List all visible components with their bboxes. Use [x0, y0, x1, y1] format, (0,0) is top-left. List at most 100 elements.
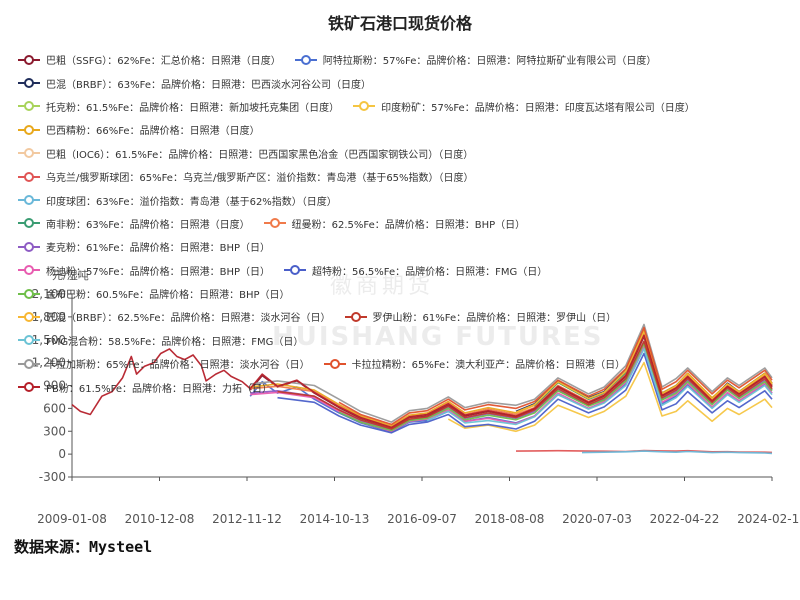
legend-item[interactable]: 罗伊山粉：61%Fe：品牌价格：日照港：罗伊山（日）	[344, 309, 616, 324]
legend-marker-icon	[18, 124, 40, 135]
legend-label: 卡拉加斯粉：65%Fe：品牌价格：日照港：淡水河谷（日）	[46, 360, 310, 372]
y-tick-label: 2,100	[32, 287, 66, 301]
y-tick-label: 1,800	[32, 310, 66, 324]
legend-item[interactable]: 金布巴粉：60.5%Fe：品牌价格：日照港：BHP（日）	[18, 286, 290, 301]
legend-row: 乌克兰/俄罗斯球团：65%Fe：乌克兰/俄罗斯产区：溢价指数：青岛港（基于65%…	[18, 165, 800, 188]
y-axis-label: 元/湿吨	[52, 269, 89, 282]
legend-item[interactable]: 乌克兰/俄罗斯球团：65%Fe：乌克兰/俄罗斯产区：溢价指数：青岛港（基于65%…	[18, 169, 474, 184]
y-tick-label: 900	[43, 379, 66, 393]
y-tick-label: 300	[43, 424, 66, 438]
legend-item[interactable]: 印度球团：63%Fe：溢价指数：青岛港（基于62%指数）（日度）	[18, 193, 337, 208]
legend-marker-icon	[18, 171, 40, 182]
data-source-note: 数据来源：Mysteel	[14, 538, 153, 556]
legend-label: 巴混（BRBF）：63%Fe：品牌价格：日照港：巴西淡水河谷公司（日度）	[46, 79, 372, 91]
legend-row: 南非粉：63%Fe：品牌价格：日照港（日度） 纽曼粉：62.5%Fe：品牌价格：日…	[18, 212, 800, 235]
series-line-20	[338, 326, 773, 426]
legend-item[interactable]: 巴西精粉：66%Fe：品牌价格：日照港（日度）	[18, 122, 260, 137]
legend-marker-icon	[18, 265, 40, 276]
legend-item[interactable]: 卡拉加斯粉：65%Fe：品牌价格：日照港：淡水河谷（日）	[18, 356, 310, 371]
x-tick-label: 2012-11-12	[212, 512, 282, 526]
series-line-17	[277, 340, 773, 430]
legend-item[interactable]: 巴粗（IOC6）：61.5%Fe：品牌价格：日照港：巴西国家黑色冶金（巴西国家钢…	[18, 146, 473, 161]
legend-marker-icon	[18, 54, 40, 65]
legend-row: 麦克粉：61%Fe：品牌价格：日照港：BHP（日）	[18, 235, 800, 258]
series-line-18	[426, 348, 773, 426]
legend-item[interactable]: PB粉：61.5%Fe：品牌价格：日照港：力拓（日）	[18, 380, 272, 395]
legend-row: FMG混合粉：58.5%Fe：品牌价格：日照港：FMG（日）	[18, 329, 800, 352]
legend-row: 卡拉加斯粉：65%Fe：品牌价格：日照港：淡水河谷（日） 卡拉拉精粉：65%Fe：…	[18, 352, 800, 375]
legend-label: 乌克兰/俄罗斯球团：65%Fe：乌克兰/俄罗斯产区：溢价指数：青岛港（基于65%…	[46, 173, 474, 185]
legend-item[interactable]: FMG混合粉：58.5%Fe：品牌价格：日照港：FMG（日）	[18, 333, 303, 348]
legend-row: 巴混（BRBF）：62.5%Fe：品牌价格：日照港：淡水河谷（日） 罗伊山粉：61…	[18, 305, 800, 328]
series-line-14	[277, 352, 773, 434]
legend-item[interactable]: 卡拉拉精粉：65%Fe：澳大利亚产：品牌价格：日照港（日）	[323, 356, 626, 372]
legend-label: 杨迪粉：57%Fe：品牌价格：日照港：BHP（日）	[46, 266, 270, 278]
x-tick-label: 2009-01-08	[37, 512, 107, 526]
x-tick-label: 2014-10-13	[300, 512, 370, 526]
legend-marker-icon	[18, 195, 40, 206]
legend-label: 超特粉：56.5%Fe：品牌价格：日照港：FMG（日）	[312, 266, 548, 278]
legend-label: 巴粗（SSFG）：62%Fe：汇总价格：日照港（日度）	[46, 56, 281, 68]
legend-row: 巴西精粉：66%Fe：品牌价格：日照港（日度）	[18, 118, 800, 141]
legend-item[interactable]: 杨迪粉：57%Fe：品牌价格：日照港：BHP（日）	[18, 263, 270, 278]
legend-marker-icon	[344, 311, 367, 322]
legend-label: 纽曼粉：62.5%Fe：品牌价格：日照港：BHP（日）	[291, 219, 526, 231]
legend-item[interactable]: 纽曼粉：62.5%Fe：品牌价格：日照港：BHP（日）	[263, 216, 526, 231]
legend-label: 金布巴粉：60.5%Fe：品牌价格：日照港：BHP（日）	[46, 290, 290, 302]
legend-marker-icon	[18, 288, 40, 299]
series-line-21	[71, 334, 773, 429]
legend-item[interactable]: 巴混（BRBF）：63%Fe：品牌价格：日照港：巴西淡水河谷公司（日度）	[18, 76, 371, 91]
legend-row: 托克粉：61.5%Fe：品牌价格：日照港：新加坡托克集团（日度） 印度粉矿：57%…	[18, 95, 800, 118]
legend-row: PB粉：61.5%Fe：品牌价格：日照港：力拓（日）	[18, 375, 800, 398]
y-tick-label: 0	[58, 447, 66, 461]
legend-marker-icon	[294, 54, 317, 65]
legend-marker-icon	[18, 148, 40, 159]
legend-item[interactable]: 托克粉：61.5%Fe：品牌价格：日照港：新加坡托克集团（日度）	[18, 99, 339, 114]
x-tick-label: 2010-12-08	[125, 512, 195, 526]
x-tick-label: 2024-02-15	[737, 512, 800, 526]
y-tick-label: 600	[43, 401, 66, 415]
legend-marker-icon	[18, 78, 40, 89]
legend-label: 托克粉：61.5%Fe：品牌价格：日照港：新加坡托克集团（日度）	[46, 102, 340, 114]
legend-label: 印度球团：63%Fe：溢价指数：青岛港（基于62%指数）（日度）	[46, 196, 337, 208]
legend-label: 巴混（BRBF）：62.5%Fe：品牌价格：日照港：淡水河谷（日）	[46, 313, 331, 325]
legend-marker-icon	[18, 358, 40, 369]
legend-marker-icon	[18, 218, 40, 229]
legend-label: 卡拉拉精粉：65%Fe：澳大利亚产：品牌价格：日照港（日）	[351, 360, 626, 372]
x-tick-label: 2022-04-22	[650, 512, 720, 526]
legend-marker-icon	[18, 311, 40, 322]
legend-marker-icon	[263, 218, 286, 229]
legend-item[interactable]: 麦克粉：61%Fe：品牌价格：日照港：BHP（日）	[18, 239, 270, 254]
chart-title: 铁矿石港口现货价格	[327, 14, 472, 33]
legend-item[interactable]: 超特粉：56.5%Fe：品牌价格：日照港：FMG（日）	[284, 263, 547, 278]
watermark-brand-text: HUISHANG FUTURES	[272, 322, 604, 352]
watermark-logo-text: 徽商期货	[330, 274, 435, 299]
legend-label: 印度粉矿：57%Fe：品牌价格：日照港：印度瓦达塔有限公司（日度）	[381, 102, 695, 114]
legend-item[interactable]: 南非粉：63%Fe：品牌价格：日照港（日度）	[18, 216, 250, 231]
legend-marker-icon	[18, 382, 40, 393]
legend-marker-icon	[18, 241, 40, 252]
legend-item[interactable]: 巴混（BRBF）：62.5%Fe：品牌价格：日照港：淡水河谷（日）	[18, 309, 331, 324]
legend-item[interactable]: 巴粗（SSFG）：62%Fe：汇总价格：日照港（日度）	[18, 52, 281, 67]
legend-row: 金布巴粉：60.5%Fe：品牌价格：日照港：BHP（日）	[18, 282, 800, 305]
series-line-9	[581, 450, 773, 455]
legend-marker-icon	[284, 265, 306, 276]
legend-row: 杨迪粉：57%Fe：品牌价格：日照港：BHP（日） 超特粉：56.5%Fe：品牌价…	[18, 259, 800, 282]
series-line-19	[250, 323, 773, 423]
legend-label: 南非粉：63%Fe：品牌价格：日照港（日度）	[46, 219, 250, 231]
legend-row: 巴混（BRBF）：63%Fe：品牌价格：日照港：巴西淡水河谷公司（日度）	[18, 71, 800, 94]
legend-label: PB粉：61.5%Fe：品牌价格：日照港：力拓（日）	[46, 383, 273, 395]
y-tick-label: 1,500	[32, 333, 66, 347]
x-tick-label: 2020-07-03	[562, 512, 632, 526]
legend-row: 印度球团：63%Fe：溢价指数：青岛港（基于62%指数）（日度）	[18, 188, 800, 211]
legend-marker-icon	[323, 358, 346, 369]
x-tick-label: 2018-08-08	[475, 512, 545, 526]
legend-label: FMG混合粉：58.5%Fe：品牌价格：日照港：FMG（日）	[46, 336, 304, 348]
legend-item[interactable]: 印度粉矿：57%Fe：品牌价格：日照港：印度瓦达塔有限公司（日度）	[353, 99, 695, 114]
y-tick-label: 1,200	[32, 356, 66, 370]
legend-row: 巴粗（IOC6）：61.5%Fe：品牌价格：日照港：巴西国家黑色冶金（巴西国家钢…	[18, 142, 800, 165]
legend-item[interactable]: 阿特拉斯粉：57%Fe：品牌价格：日照港：阿特拉斯矿业有限公司（日度）	[294, 52, 656, 67]
legend-label: 麦克粉：61%Fe：品牌价格：日照港：BHP（日）	[46, 243, 270, 255]
legend-row: 巴粗（SSFG）：62%Fe：汇总价格：日照港（日度） 阿特拉斯粉：57%Fe：品…	[18, 48, 800, 71]
